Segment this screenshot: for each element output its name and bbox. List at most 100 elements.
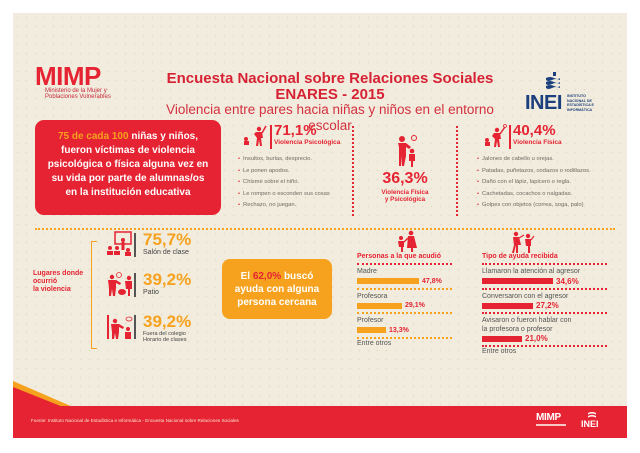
footer-mimp-sub xyxy=(536,424,566,426)
help-type-panel: Tipo de ayuda recibida Llamaron la atenc… xyxy=(482,253,607,355)
bar-value: 29,1% xyxy=(405,302,425,309)
both-stat: 36,3% Violencia Física y Psicológica xyxy=(369,170,441,204)
place-name: Salón de clase xyxy=(143,249,189,256)
section-divider xyxy=(35,228,615,231)
place-patio: 39,2% Patio xyxy=(106,271,226,301)
footer-inei-waves-icon xyxy=(588,412,596,418)
mimp-sub-2: Poblaciones Vulnerables xyxy=(45,94,111,100)
list-item: Le rompen o esconden sus cosas xyxy=(238,189,330,201)
bar-row: 21,0% xyxy=(482,334,607,343)
list-item: Jalones de cabello u orejas. xyxy=(477,154,591,166)
inei-sub-line: INFORMÁTICA xyxy=(567,107,593,112)
psychological-label: Violencia Psicológica xyxy=(274,139,341,146)
page-subtitle: ENARES - 2015 xyxy=(275,86,385,103)
psychological-list: Insultos, burlas, desprecio. Le ponen ap… xyxy=(238,154,330,212)
dotted-divider xyxy=(456,126,459,216)
psychological-violence-icon xyxy=(244,125,267,146)
both-label-1: Violencia Física xyxy=(381,189,429,196)
list-item: Cachetadas, cocachos o nalgadas. xyxy=(477,189,591,201)
list-item: Le ponen apodos. xyxy=(238,166,330,178)
bar xyxy=(482,278,553,284)
persons-tail: Entre otros xyxy=(357,339,392,347)
list-item: Insultos, burlas, desprecio. xyxy=(238,154,330,166)
divider xyxy=(134,273,136,297)
bar-label: Profesor xyxy=(357,317,384,324)
list-item: Golpes con objetos (correa, soga, palo) xyxy=(477,200,591,212)
mimp-sub-1: Ministerio de la Mujer y xyxy=(45,88,107,94)
place-outside-school: 39,2% Fuera del colegio Horario de clase… xyxy=(106,313,226,345)
outside-school-icon xyxy=(107,315,133,339)
patio-fight-icon xyxy=(108,272,132,296)
mimp-logo-text: MIMP xyxy=(35,61,101,91)
places-bracket xyxy=(91,241,97,349)
bar-value: 34,6% xyxy=(556,276,579,286)
inei-logo: INEI INSTITUTO NACIONAL DE ESTADÍSTICA E… xyxy=(525,70,605,115)
place-pct: 39,2% xyxy=(143,312,192,331)
inei-logo-text: INEI xyxy=(525,92,562,114)
page-title: Encuesta Nacional sobre Relaciones Socia… xyxy=(166,70,494,87)
physical-pct: 40,4% xyxy=(513,122,556,139)
dotted-divider xyxy=(352,126,355,216)
bar xyxy=(357,327,386,333)
inei-sub-line: ESTADÍSTICA E xyxy=(567,103,594,107)
bar-value: 21,0% xyxy=(525,334,548,343)
bar-label: Avisaron o fueron hablar con xyxy=(482,317,572,324)
divider xyxy=(509,125,511,149)
help-line-3: persona cercana xyxy=(237,297,317,308)
bar-row: 29,1% xyxy=(357,301,452,310)
help-line-1-rest: buscó xyxy=(281,271,314,282)
bar-label: Profesora xyxy=(357,292,388,300)
highlight-line-5: en la institución educativa xyxy=(65,187,191,198)
title-block: Encuesta Nacional sobre Relaciones Socia… xyxy=(150,71,510,134)
place-name-2: Horario de clases xyxy=(143,337,187,343)
bar-value: 27,2% xyxy=(536,301,559,310)
bar xyxy=(357,278,419,284)
bar xyxy=(482,302,533,309)
help-type-title: Tipo de ayuda recibida xyxy=(482,253,607,265)
bar-value: 13,3% xyxy=(389,326,409,334)
help-line-2: ayuda con alguna xyxy=(234,284,320,295)
victims-highlight-box: 75 de cada 100 niñas y niños, fueron víc… xyxy=(35,120,221,215)
persons-row: Profesora 29,1% xyxy=(357,292,452,314)
mimp-logo: MIMP Ministerio de la Mujer y Poblacione… xyxy=(35,63,111,101)
place-pct: 75,7% xyxy=(143,230,192,249)
help-pct: 62,0% xyxy=(252,271,282,282)
persons-row: Madre 47,8% xyxy=(357,268,452,290)
physical-violence-icon xyxy=(485,124,507,147)
classroom-icon xyxy=(107,231,132,256)
bar-row: 47,8% xyxy=(357,277,452,286)
help-type-row: Conversaron con el agresor 27,2% xyxy=(482,292,607,314)
bar-label: Madre xyxy=(357,268,377,275)
place-name: Patio xyxy=(143,289,159,296)
footer-inei-logo: INEI xyxy=(581,419,599,429)
places-label: Lugares donde ocurrió la violencia xyxy=(33,270,83,294)
divider xyxy=(270,125,272,149)
both-label-2: y Psicológica xyxy=(384,196,426,203)
highlight-number: 75 de cada 100 xyxy=(57,131,129,142)
place-pct: 39,2% xyxy=(143,270,192,289)
both-pct: 36,3% xyxy=(382,170,428,187)
bar-label-2: la profesora o profesor xyxy=(482,325,553,333)
footer: Fuente: Instituto Nacional de Estadístic… xyxy=(13,406,627,438)
divider xyxy=(134,315,136,339)
bar-row: 27,2% xyxy=(482,301,607,310)
highlight-line-4: su vida por parte de alumnas/os xyxy=(51,173,205,184)
help-line-1: El 62,0% buscó xyxy=(222,270,332,283)
persons-row: Profesor 13,3% xyxy=(357,317,452,339)
bar-label: Conversaron con el agresor xyxy=(482,292,569,300)
footer-mimp-logo: MIMP xyxy=(536,412,561,423)
physical-stat: 40,4% Violencia Física xyxy=(513,122,562,147)
list-item: Daño con el lápiz, lapicero o regla. xyxy=(477,177,591,189)
list-item: Rechazo, no juegan. xyxy=(238,200,330,212)
highlight-line-1-rest: niñas y niños, xyxy=(128,131,199,142)
physical-label: Violencia Física xyxy=(513,139,562,146)
corner-decoration xyxy=(13,381,73,407)
infographic-page: MIMP Ministerio de la Mujer y Poblacione… xyxy=(13,13,627,438)
source-text: Fuente: Instituto Nacional de Estadístic… xyxy=(31,418,239,423)
highlight-line-3: psicológica o física alguna vez en xyxy=(47,159,209,170)
place-classroom: 75,7% Salón de clase xyxy=(106,231,226,261)
help-type-row: Llamaron la atención al agresor 34,6% xyxy=(482,268,607,290)
persons-icon xyxy=(398,230,417,252)
bar xyxy=(357,302,402,309)
bar-label: Llamaron la atención al agresor xyxy=(482,268,581,275)
